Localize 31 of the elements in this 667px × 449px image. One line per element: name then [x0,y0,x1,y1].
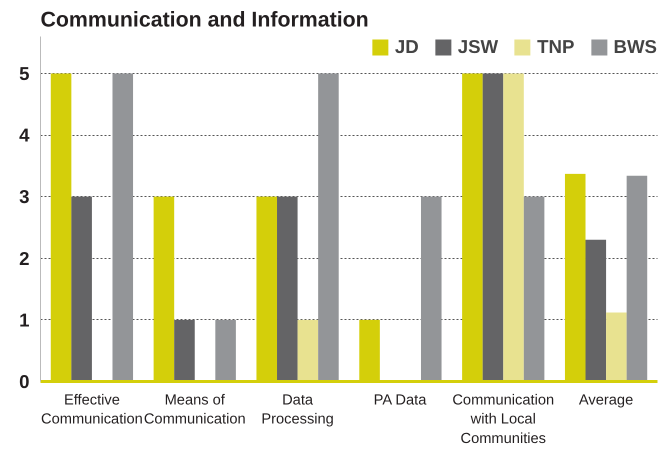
bar [277,196,298,382]
y-tick-label: 1 [19,309,30,330]
bar [112,73,134,382]
bar [503,73,524,382]
x-tick-label: Means of Communication [144,392,246,428]
bar [586,240,606,382]
y-tick-label: 4 [19,124,30,146]
bar [524,196,544,382]
legend-label: JD [394,36,419,58]
legend-label: JSW [458,36,498,58]
x-tick-label: Communication with Local Communities [452,392,554,447]
bar [71,196,92,382]
legend-label: TNP [537,36,574,58]
bar [298,320,318,382]
bar [482,73,504,382]
y-tick-label: 5 [19,62,30,84]
y-tick-label: 2 [19,248,30,269]
x-tick-label: Average [578,392,634,408]
bar [174,320,195,382]
bar [215,320,236,382]
y-tick-label: 0 [19,371,30,392]
x-tick-label: PA Data [374,392,428,408]
chart-title: Communication and Information [40,8,369,32]
x-tick-label: Data Processing [261,392,334,428]
legend-label: BWS [613,36,657,58]
x-tick-label: Effective Communication [41,392,143,428]
bar [318,73,339,382]
y-tick-label: 3 [19,186,30,208]
bar [420,196,442,382]
bar [626,176,648,382]
bar [606,312,627,382]
